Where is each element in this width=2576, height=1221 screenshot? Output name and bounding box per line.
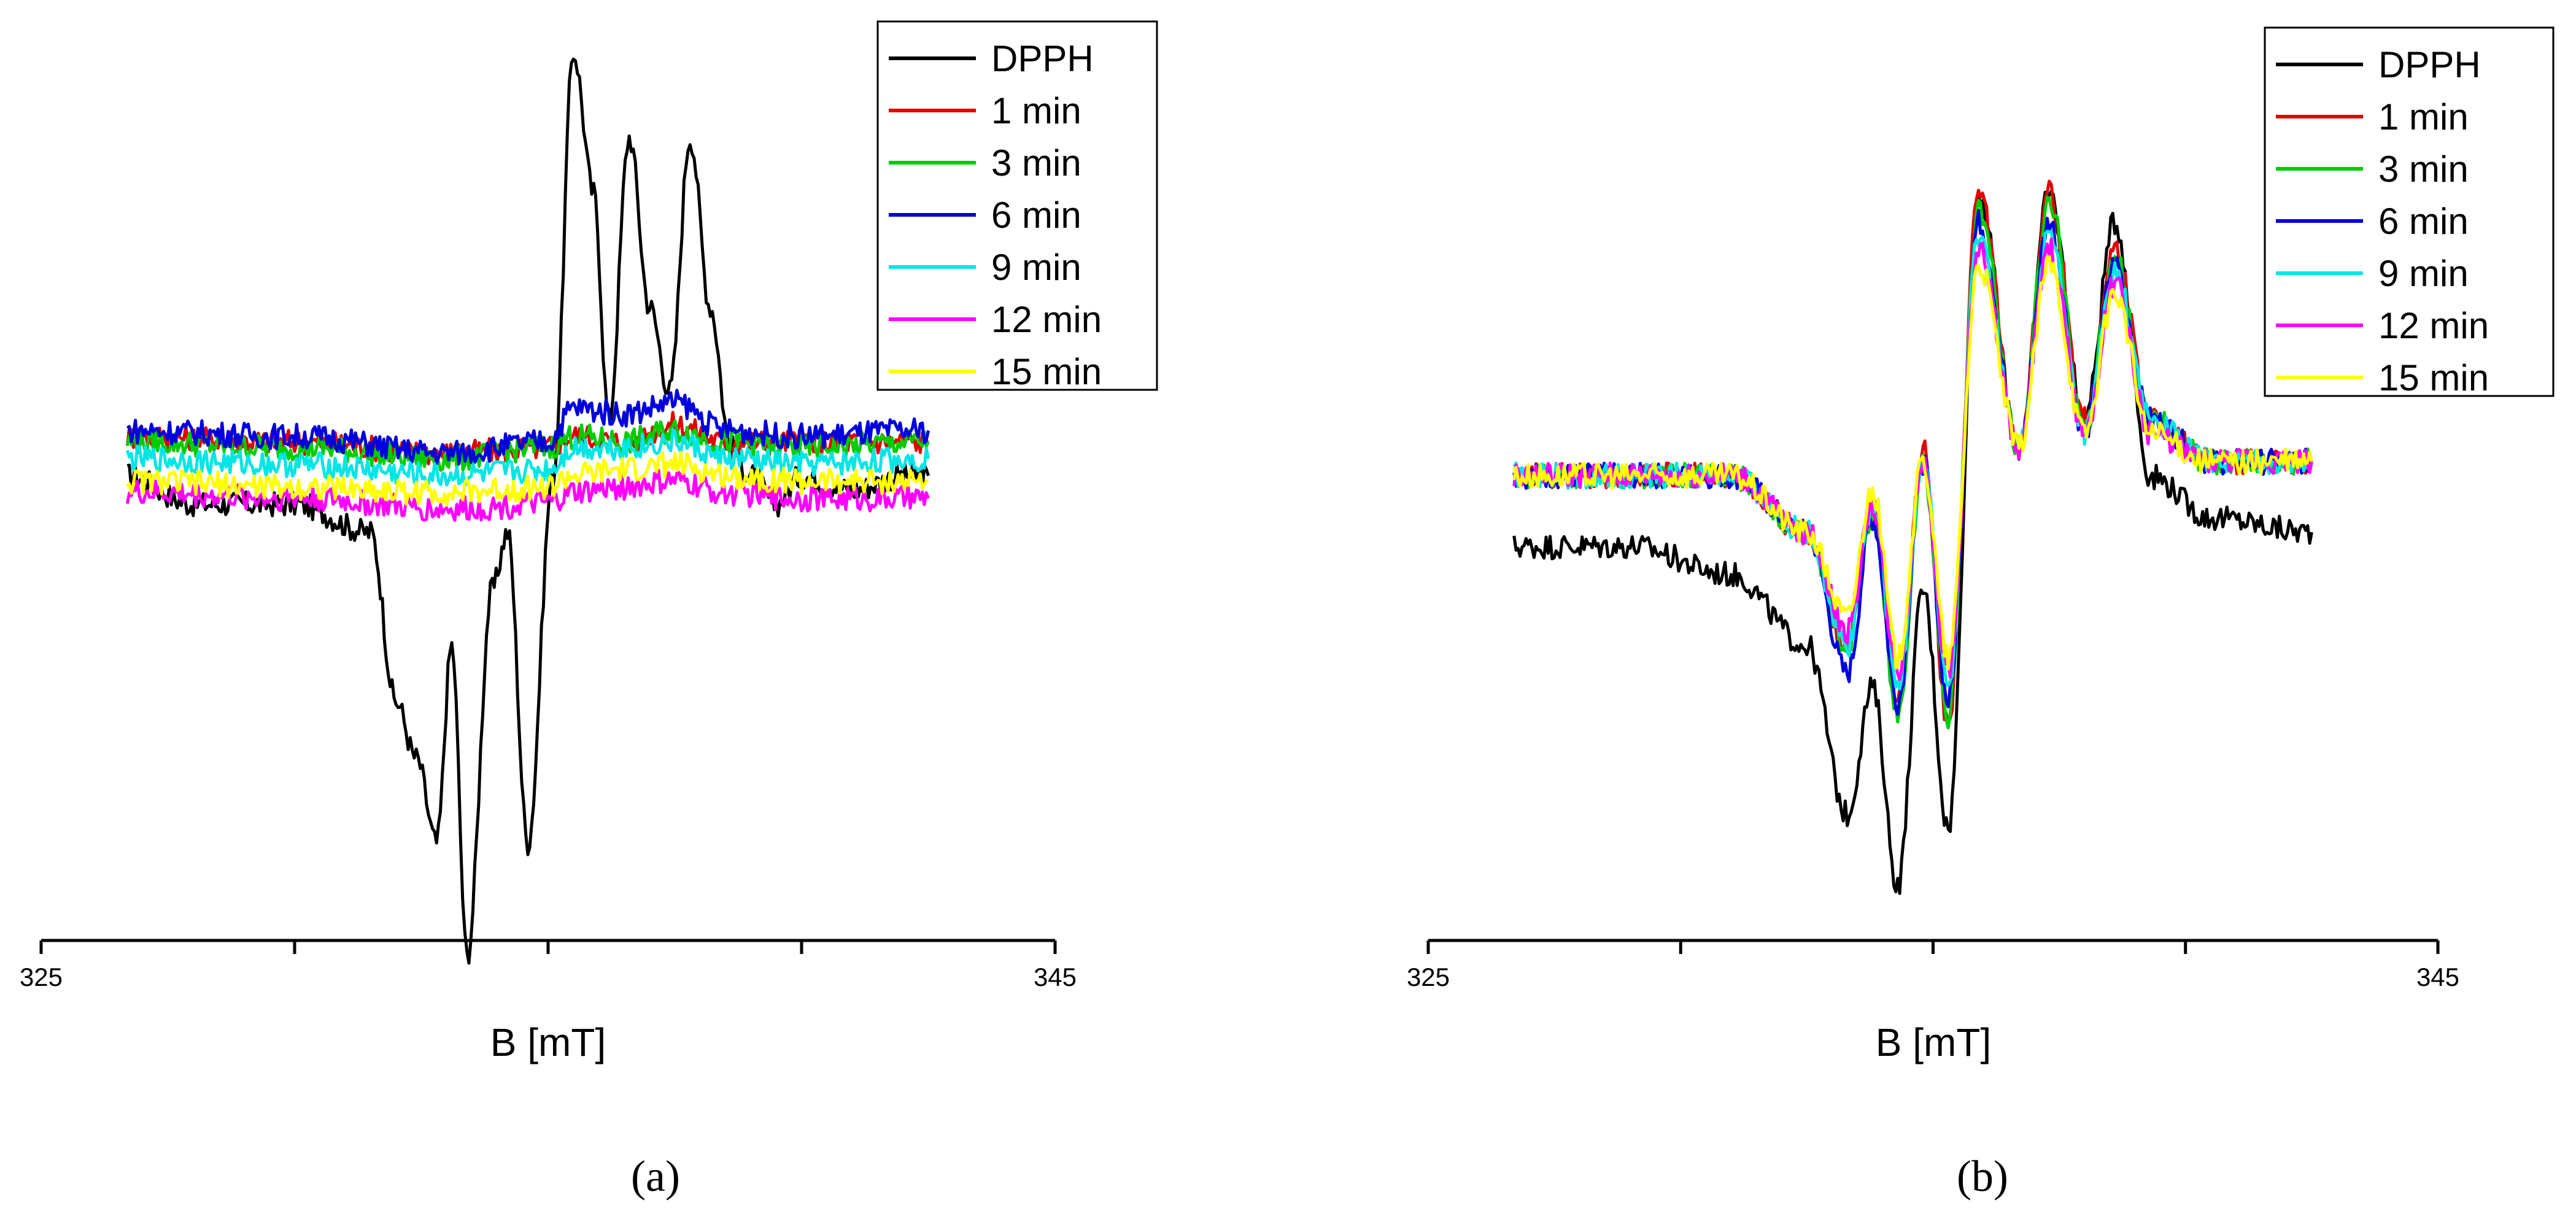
legend-label: 3 min [991,142,1081,184]
legend-label: 15 min [991,351,1102,392]
legend-label: DPPH [2378,44,2481,85]
legend-box [2264,26,2555,397]
series-line-15-min [126,451,929,507]
legend-box [876,20,1158,391]
legend-label: 12 min [991,299,1102,340]
legend-label: 3 min [2378,149,2469,190]
legend: DPPH 1 min 3 min 6 min 9 min 12 min 15 min [2264,26,2555,398]
series-line-15-min [1512,255,2313,671]
series-line-dpph [1512,190,2313,895]
x-tick-label-max: 345 [1034,963,1077,991]
series-line-3-min [1512,195,2313,730]
x-axis-ticks [1426,940,2440,954]
legend-label: 9 min [2378,253,2469,294]
legend: DPPH 1 min 3 min 6 min 9 min 12 min 15 min [876,20,1158,392]
series-line-3-min [125,419,930,472]
x-tick-label-min: 325 [20,963,63,991]
panel-label: (a) [631,1152,680,1201]
series-line-9-min [126,427,930,488]
legend-label: 15 min [2378,357,2489,398]
legend-label: 9 min [991,247,1081,288]
x-axis-ticks [39,940,1057,954]
legend-label: 6 min [991,195,1081,236]
series-line-6-min [1512,209,2313,716]
legend-label: 1 min [2378,96,2469,138]
panel-b: 325 345 B [mT] DPPH 1 min 3 min 6 min 9 min 1… [1407,26,2555,1201]
x-tick-label-min: 325 [1407,963,1450,991]
legend-label: 6 min [2378,201,2469,242]
panel-label: (b) [1957,1152,2008,1201]
legend-label: 12 min [2378,305,2489,346]
panel-a: 325 345 B [mT] DPPH 1 min 3 min 6 min 9 min 1… [20,20,1158,1201]
series-line-6-min [126,389,930,466]
x-axis-title: B [mT] [1876,1020,1991,1064]
series-layer [1512,179,2313,895]
legend-label: 1 min [991,90,1081,131]
legend-label: DPPH [991,38,1094,79]
x-tick-label-max: 345 [2416,963,2459,991]
series-layer [125,57,930,965]
x-axis-title: B [mT] [490,1020,606,1064]
